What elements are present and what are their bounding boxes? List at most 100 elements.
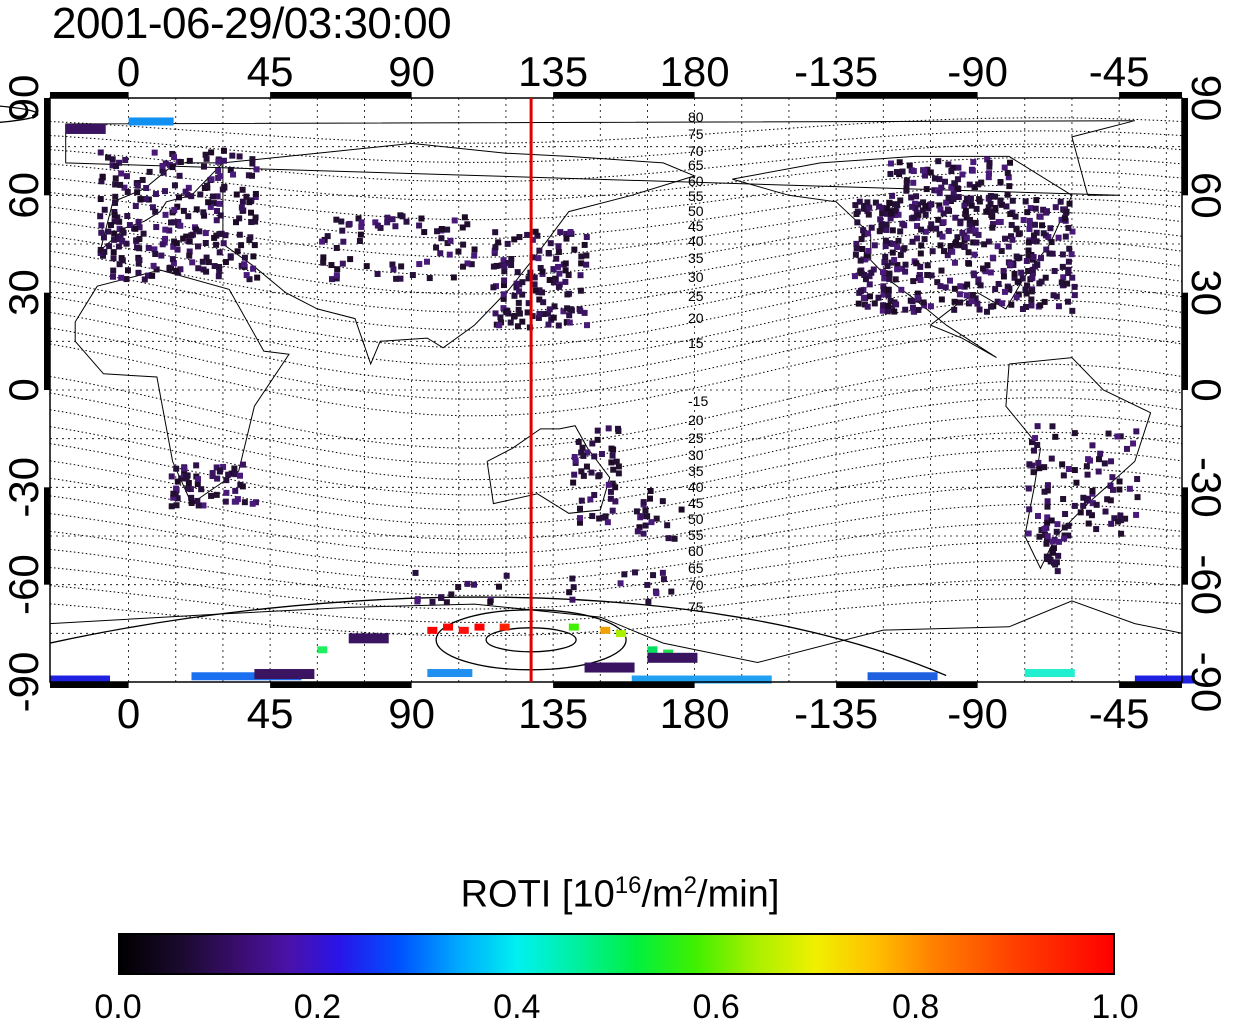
roti-cell <box>1049 239 1055 245</box>
roti-cell <box>1013 214 1019 220</box>
roti-cell <box>666 535 672 541</box>
top-longitude-label: -90 <box>947 48 1008 95</box>
roti-cell <box>1038 214 1044 220</box>
contour-label: 60 <box>688 543 704 559</box>
roti-cell <box>325 233 331 239</box>
roti-cell <box>660 498 666 504</box>
roti-cell <box>1117 478 1123 484</box>
roti-cell <box>569 624 579 631</box>
right-latitude-label: 0 <box>1183 378 1230 401</box>
roti-cell <box>946 228 952 234</box>
roti-cell <box>1050 251 1056 257</box>
roti-cell <box>650 572 656 578</box>
roti-cell <box>1067 201 1073 207</box>
right-latitude-label: 90 <box>1183 75 1230 122</box>
roti-cell <box>649 519 655 525</box>
roti-cell <box>555 264 561 270</box>
roti-cell <box>924 186 930 192</box>
roti-cell <box>392 223 398 229</box>
roti-cell <box>976 232 982 238</box>
roti-cell <box>981 241 987 247</box>
roti-cell <box>492 229 498 235</box>
roti-cell <box>125 189 131 195</box>
roti-cell <box>213 242 219 248</box>
roti-cell <box>1018 270 1024 276</box>
roti-cell <box>897 228 903 234</box>
roti-cell <box>634 508 640 514</box>
roti-cell <box>901 245 907 251</box>
roti-cell <box>203 240 209 246</box>
roti-band <box>254 669 314 679</box>
roti-cell <box>242 499 248 505</box>
roti-cell <box>1050 550 1056 556</box>
roti-cell <box>647 646 657 653</box>
roti-cell <box>952 215 958 221</box>
roti-cell <box>214 476 220 482</box>
roti-cell <box>141 231 147 237</box>
roti-cell <box>1056 303 1062 309</box>
contour-label: 45 <box>688 218 704 234</box>
roti-cell <box>511 236 517 242</box>
roti-cell <box>618 580 624 586</box>
roti-cell <box>641 499 647 505</box>
roti-cell <box>668 589 674 595</box>
roti-cell <box>641 531 647 537</box>
roti-cell <box>886 271 892 277</box>
roti-cell <box>1045 488 1051 494</box>
roti-cell <box>162 227 168 233</box>
roti-cell <box>921 299 927 305</box>
contour-label: 15 <box>688 335 704 351</box>
roti-cell <box>610 467 616 473</box>
roti-cell <box>1014 254 1020 260</box>
roti-cell <box>158 253 164 259</box>
roti-cell <box>647 496 653 502</box>
roti-cell <box>188 232 194 238</box>
roti-cell <box>121 230 127 236</box>
roti-cell <box>214 492 220 498</box>
roti-cell <box>1056 539 1062 545</box>
roti-cell <box>1026 461 1032 467</box>
roti-cell <box>135 270 141 276</box>
roti-cell <box>1008 302 1014 308</box>
roti-cell <box>573 458 579 464</box>
roti-cell <box>1072 430 1078 436</box>
roti-cell <box>540 269 546 275</box>
roti-cell <box>508 320 514 326</box>
roti-cell <box>1026 506 1032 512</box>
roti-cell <box>237 153 243 159</box>
contour-label: 20 <box>688 310 704 326</box>
left-latitude-label: 0 <box>0 378 47 401</box>
roti-cell <box>205 199 211 205</box>
roti-cell <box>584 464 590 470</box>
roti-cell <box>151 263 157 269</box>
roti-cell <box>1060 264 1066 270</box>
colorbar-tick-label: 0.2 <box>294 988 341 1027</box>
roti-cell <box>1055 553 1061 559</box>
roti-cell <box>925 262 931 268</box>
colorbar-tick-label: 0.8 <box>892 988 939 1027</box>
roti-cell <box>152 150 158 156</box>
roti-cell <box>501 264 507 270</box>
roti-cell <box>180 236 186 242</box>
roti-cell <box>915 295 921 301</box>
frame-bar <box>1119 682 1182 688</box>
roti-cell <box>1036 280 1042 286</box>
roti-cell <box>113 175 119 181</box>
roti-cell <box>595 437 601 443</box>
roti-cell <box>1049 456 1055 462</box>
roti-cell <box>234 192 240 198</box>
roti-cell <box>217 231 223 237</box>
roti-cell <box>133 203 139 209</box>
roti-cell <box>972 252 978 258</box>
roti-cell <box>1062 511 1068 517</box>
roti-cell <box>911 215 917 221</box>
roti-cell <box>1064 209 1070 215</box>
roti-cell <box>359 219 365 225</box>
roti-cell <box>913 193 919 199</box>
roti-cell <box>1060 496 1066 502</box>
roti-cell <box>1052 434 1058 440</box>
roti-cell <box>241 261 247 267</box>
roti-cell <box>1015 279 1021 285</box>
contour-label: 60 <box>688 173 704 189</box>
roti-cell <box>317 646 327 653</box>
